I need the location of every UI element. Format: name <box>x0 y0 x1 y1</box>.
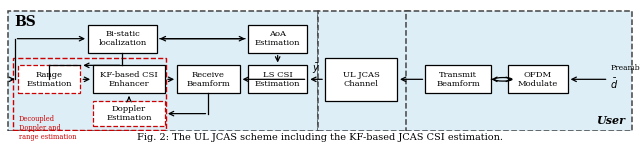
Text: User: User <box>596 115 625 126</box>
Text: BS: BS <box>15 15 36 28</box>
Text: Range
Estimation: Range Estimation <box>26 71 72 88</box>
Text: Doppler
Estimation: Doppler Estimation <box>106 105 152 122</box>
FancyBboxPatch shape <box>248 25 307 53</box>
FancyBboxPatch shape <box>88 25 157 53</box>
Text: KF-based CSI
Enhancer: KF-based CSI Enhancer <box>100 71 158 88</box>
Text: $\bar{d}$: $\bar{d}$ <box>611 77 619 91</box>
Text: AoA
Estimation: AoA Estimation <box>255 30 300 47</box>
FancyBboxPatch shape <box>318 11 409 131</box>
Text: UL JCAS
Channel: UL JCAS Channel <box>342 71 380 88</box>
FancyBboxPatch shape <box>93 65 165 93</box>
Text: $\bar{y}$: $\bar{y}$ <box>312 61 320 75</box>
Text: OFDM
Modulate: OFDM Modulate <box>518 71 558 88</box>
FancyBboxPatch shape <box>426 65 492 93</box>
FancyBboxPatch shape <box>93 101 165 126</box>
FancyBboxPatch shape <box>406 11 632 131</box>
FancyBboxPatch shape <box>18 65 81 93</box>
FancyBboxPatch shape <box>325 58 397 101</box>
Text: LS CSI
Estimation: LS CSI Estimation <box>255 71 300 88</box>
Text: Preamble: Preamble <box>611 64 640 72</box>
Text: Transmit
Beamform: Transmit Beamform <box>436 71 480 88</box>
Text: Receive
Beamform: Receive Beamform <box>186 71 230 88</box>
FancyBboxPatch shape <box>8 11 318 131</box>
FancyBboxPatch shape <box>508 65 568 93</box>
FancyBboxPatch shape <box>177 65 240 93</box>
Text: Decoupled
Doppler and
range estimation: Decoupled Doppler and range estimation <box>19 115 76 141</box>
Text: Bi-static
localization: Bi-static localization <box>99 30 147 47</box>
FancyBboxPatch shape <box>248 65 307 93</box>
Text: Fig. 2: The UL JCAS scheme including the KF-based JCAS CSI estimation.: Fig. 2: The UL JCAS scheme including the… <box>137 133 503 142</box>
